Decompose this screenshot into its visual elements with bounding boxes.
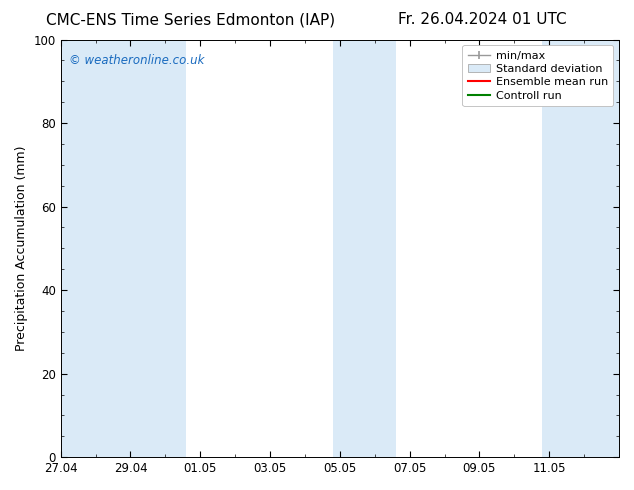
Bar xyxy=(542,40,619,457)
Text: CMC-ENS Time Series Edmonton (IAP): CMC-ENS Time Series Edmonton (IAP) xyxy=(46,12,335,27)
Text: © weatheronline.co.uk: © weatheronline.co.uk xyxy=(69,54,204,67)
Bar xyxy=(333,40,396,457)
Text: Fr. 26.04.2024 01 UTC: Fr. 26.04.2024 01 UTC xyxy=(398,12,566,27)
Bar xyxy=(124,40,186,457)
Y-axis label: Precipitation Accumulation (mm): Precipitation Accumulation (mm) xyxy=(15,146,28,351)
Bar xyxy=(61,40,124,457)
Legend: min/max, Standard deviation, Ensemble mean run, Controll run: min/max, Standard deviation, Ensemble me… xyxy=(462,45,614,106)
